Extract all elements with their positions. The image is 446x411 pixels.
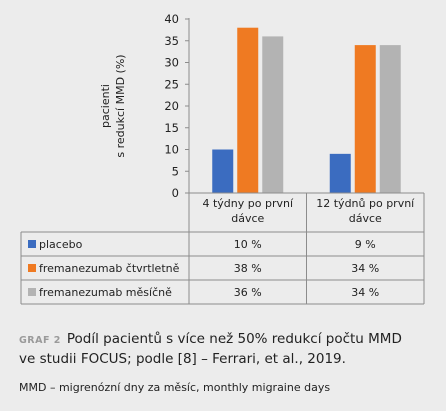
data-label-1-2: 9 % (355, 238, 376, 251)
abbreviation-note: MMD – migrenózní dny za měsíc, monthly m… (19, 381, 331, 394)
category-label-1: dávce (231, 212, 264, 225)
data-label-3-2: 34 % (351, 286, 379, 299)
y-axis-label-line-1: pacienti (99, 84, 112, 128)
category-label-2: dávce (349, 212, 382, 225)
caption-line-1: Podíl pacientů s více než 50% redukcí po… (66, 331, 402, 347)
bar-3-2 (379, 45, 401, 193)
caption-line-2: ve studii FOCUS; podle [8] – Ferrari, et… (19, 351, 346, 367)
legend-swatch-3 (28, 288, 36, 296)
data-label-2-2: 34 % (351, 262, 379, 275)
bar-1-2 (329, 153, 351, 193)
bar-chart: pacienti s redukcí MMD (%) 0 5 10 15 20 25 30 35 4… (20, 12, 425, 305)
legend-label-3: fremanezumab měsíčně (39, 286, 172, 299)
figure-caption: GRAF 2 Podíl pacientů s více než 50% redu… (19, 330, 439, 368)
y-tick-label: 15 (164, 121, 179, 135)
data-label-1-1: 10 % (234, 238, 262, 251)
y-tick-label: 10 (164, 143, 179, 157)
legend-label-1: placebo (39, 238, 83, 251)
data-label-3-1: 36 % (234, 286, 262, 299)
bar-3-1 (262, 36, 284, 194)
bar-1-1 (212, 149, 234, 193)
bar-2-2 (354, 45, 376, 193)
y-tick-label: 40 (164, 12, 179, 26)
y-tick-label: 35 (164, 34, 179, 48)
category-label-1: 4 týdny po první (202, 197, 293, 210)
data-label-2-1: 38 % (234, 262, 262, 275)
category-label-2: 12 týdnů po první (316, 197, 415, 210)
y-tick-label: 25 (164, 77, 179, 91)
y-tick-label: 5 (172, 164, 179, 178)
y-tick-label: 0 (172, 186, 179, 200)
legend-label-2: fremanezumab čtvrtletně (39, 262, 180, 275)
legend-swatch-2 (28, 264, 36, 272)
y-tick-label: 20 (164, 99, 179, 113)
y-axis-label-line-2: s redukcí MMD (%) (114, 54, 127, 157)
bar-2-1 (237, 27, 259, 194)
legend-swatch-1 (28, 240, 36, 248)
caption-label: GRAF 2 (19, 335, 61, 346)
y-tick-label: 30 (164, 56, 179, 70)
